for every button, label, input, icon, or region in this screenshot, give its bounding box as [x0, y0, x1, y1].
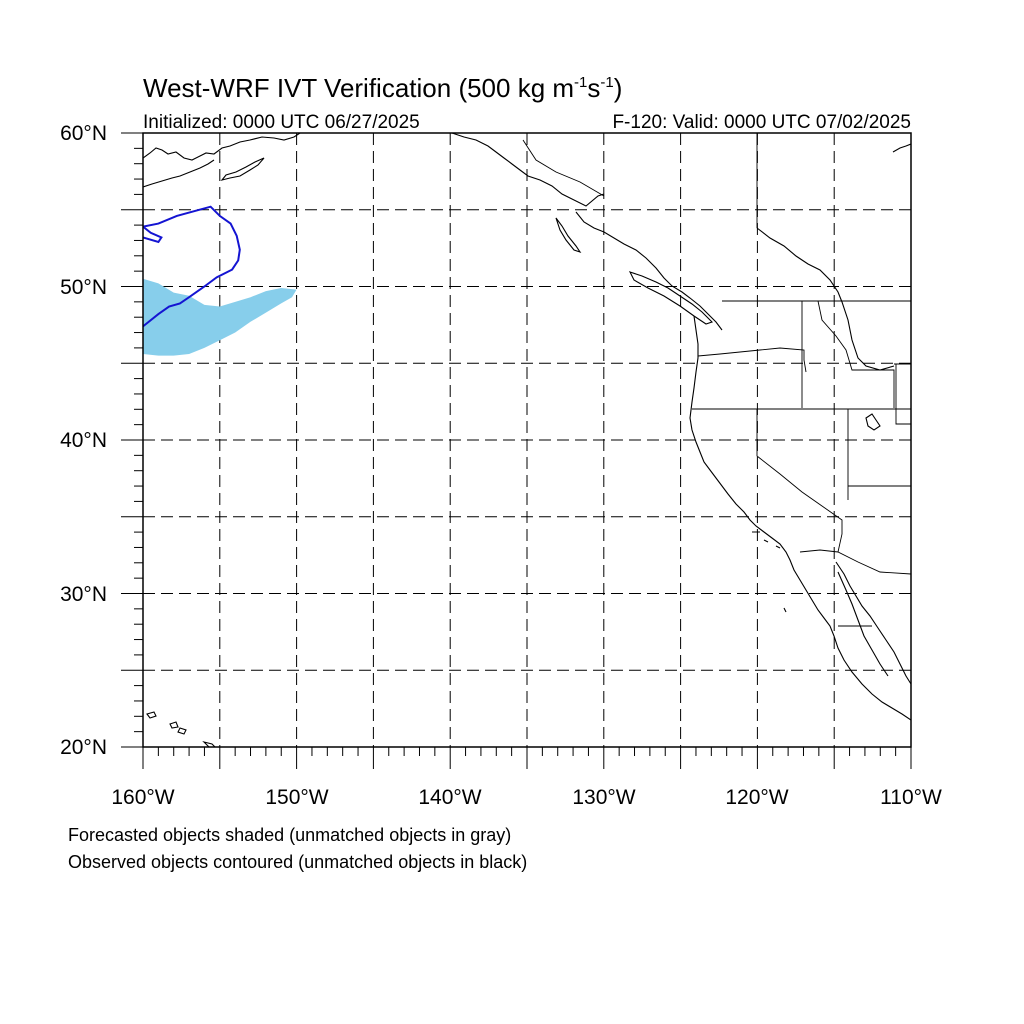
- lat-label-20n: 20°N: [60, 736, 107, 759]
- lat-label-50n: 50°N: [60, 276, 107, 299]
- idaho-montana-border: [817, 300, 895, 408]
- lon-label-130w: 130°W: [572, 786, 635, 809]
- observed-ivt-contour: [143, 205, 241, 328]
- haida-gwaii: [555, 217, 582, 254]
- interior-river: [756, 227, 895, 371]
- map-title-sup1: -1: [574, 74, 587, 91]
- vancouver-island: [628, 271, 714, 325]
- political-boundaries: [522, 133, 911, 627]
- map-title: West-WRF IVT Verification (500 kg m-1s-1…: [143, 73, 622, 103]
- northeast-coast: [892, 143, 911, 153]
- alaska-canada-border: [522, 139, 605, 197]
- utah-wyoming-border: [894, 363, 911, 425]
- lon-label-160w: 160°W: [111, 786, 174, 809]
- map-title-sup2: -1: [600, 74, 613, 91]
- map-area: [143, 133, 911, 747]
- axis-ticks: [121, 132, 912, 769]
- us-west-coast: [689, 315, 911, 721]
- washington-oregon-border: [697, 347, 807, 373]
- us-mexico-border: [799, 549, 911, 575]
- alaska-peninsula: [143, 159, 215, 188]
- alaska-coast: [143, 133, 301, 161]
- map-title-end: ): [614, 73, 623, 103]
- bc-coast: [575, 211, 723, 331]
- longitude-labels: 160°W 150°W 140°W 130°W 120°W 110°W: [111, 786, 942, 809]
- baja-east-coast: [837, 571, 889, 677]
- lat-label-30n: 30°N: [60, 583, 107, 606]
- init-time-label: Initialized: 0000 UTC 06/27/2025: [143, 112, 420, 133]
- lat-label-60n: 60°N: [60, 122, 107, 145]
- valid-time-label: F-120: Valid: 0000 UTC 07/02/2025: [612, 112, 911, 133]
- map-title-main: West-WRF IVT Verification (500 kg m: [143, 73, 574, 103]
- lon-label-140w: 140°W: [418, 786, 481, 809]
- latitude-labels: 60°N 50°N 40°N 30°N 20°N: [60, 122, 107, 759]
- se-alaska-coast: [451, 133, 605, 207]
- channel-islands: [752, 531, 787, 613]
- lat-label-40n: 40°N: [60, 429, 107, 452]
- legend-observed-caption: Observed objects contoured (unmatched ob…: [68, 852, 528, 872]
- lon-label-110w: 110°W: [880, 786, 942, 809]
- lon-label-150w: 150°W: [265, 786, 328, 809]
- hawaii-islands: [146, 711, 216, 747]
- california-nevada-border: [756, 409, 843, 553]
- map-title-mid: s: [587, 73, 600, 103]
- legend-forecast-caption: Forecasted objects shaded (unmatched obj…: [68, 825, 512, 845]
- coastlines: [143, 133, 911, 747]
- kodiak-island: [220, 157, 265, 181]
- forecast-ivt-object: [143, 278, 297, 356]
- gulf-of-california: [835, 561, 911, 685]
- lon-label-120w: 120°W: [725, 786, 788, 809]
- graticule: [143, 133, 911, 747]
- great-salt-lake: [865, 413, 881, 431]
